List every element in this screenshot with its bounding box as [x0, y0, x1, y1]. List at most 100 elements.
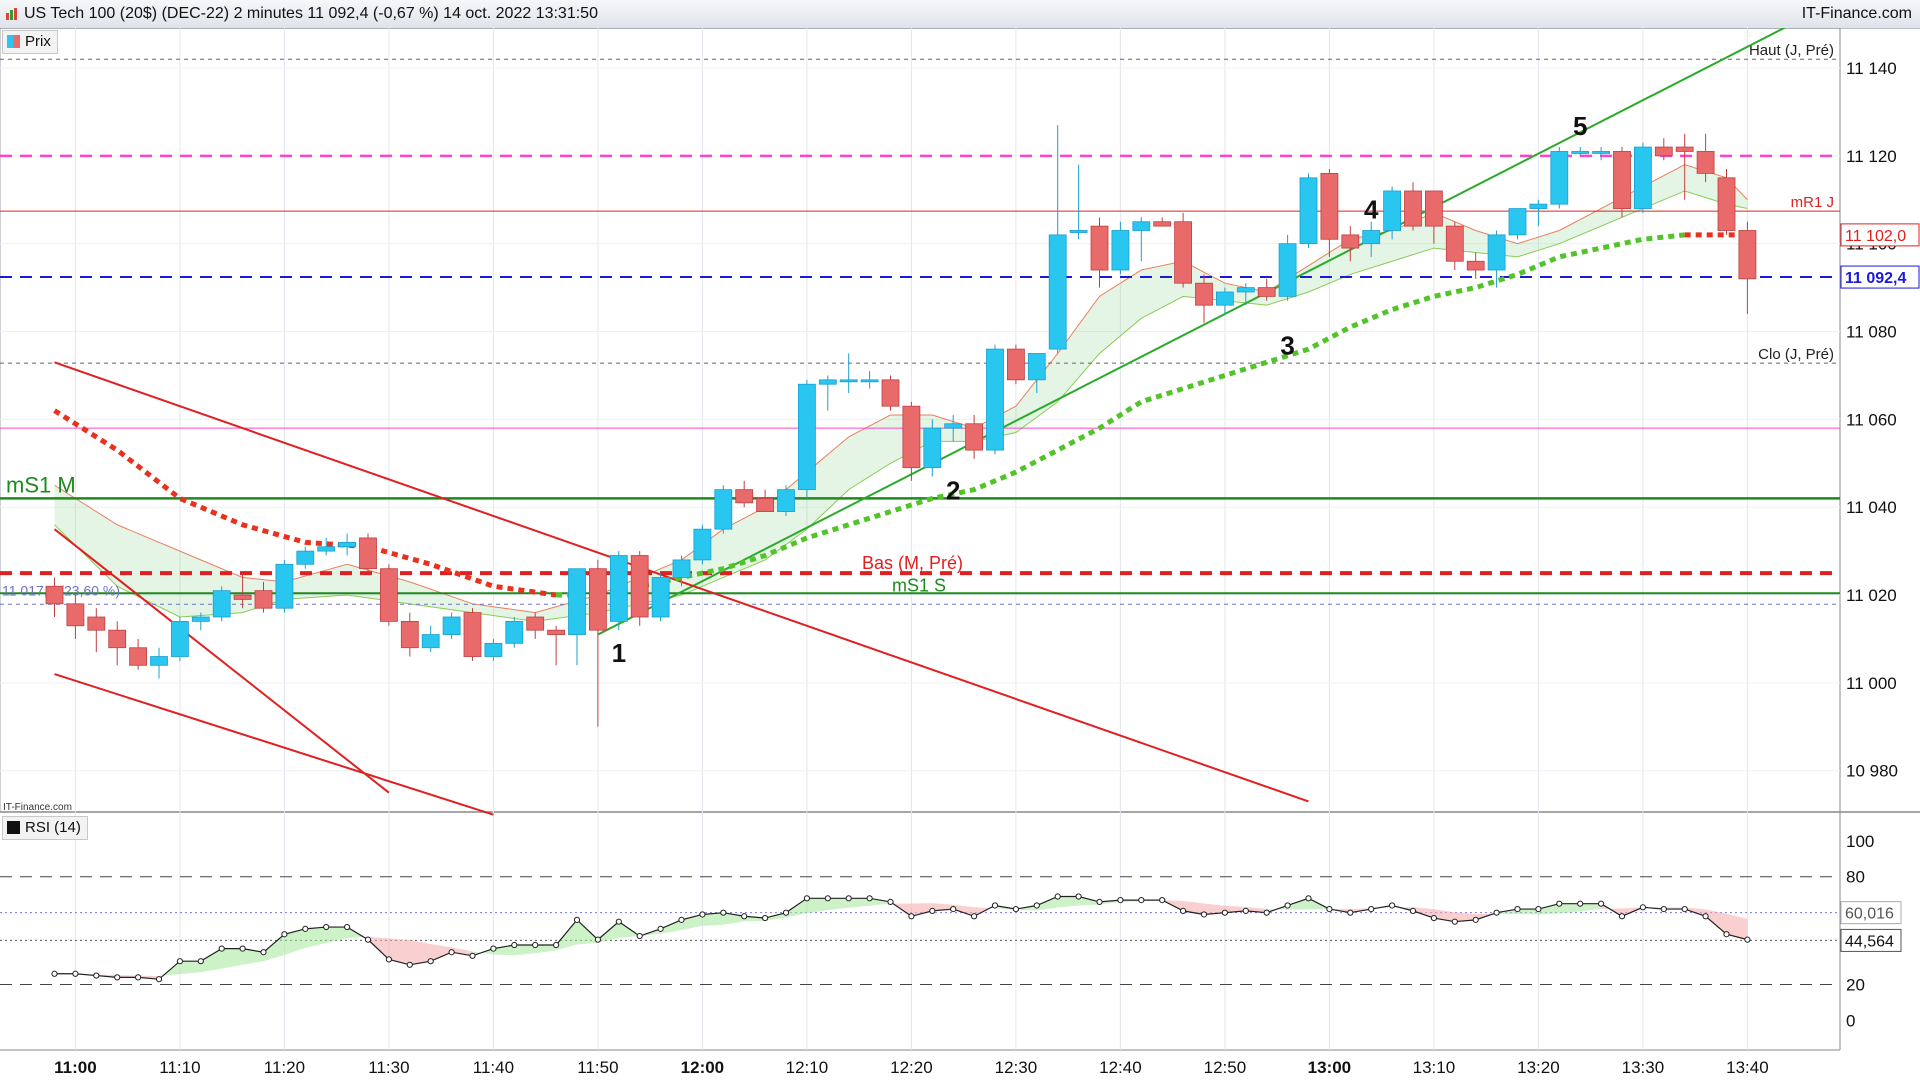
rsi-point — [1117, 897, 1124, 904]
rsi-point — [114, 974, 121, 981]
candle-body — [735, 489, 754, 504]
rsi-point — [135, 974, 142, 981]
rsi-point — [1389, 902, 1396, 909]
x-tick-label: 13:10 — [1413, 1058, 1456, 1077]
rsi-point — [657, 925, 664, 932]
rsi-point — [469, 952, 476, 959]
candle — [735, 480, 754, 508]
candle-body — [66, 603, 85, 627]
candle-body — [1153, 221, 1172, 227]
candle — [379, 564, 398, 626]
candle — [1153, 217, 1172, 227]
rsi-point — [887, 898, 894, 905]
rsi-point — [950, 905, 957, 913]
price-legend[interactable]: Prix — [2, 30, 58, 54]
x-tick-label: 11:30 — [368, 1058, 409, 1077]
rsi-point — [573, 916, 581, 923]
candle — [1466, 252, 1485, 279]
candle-body — [1320, 173, 1339, 240]
rsi-point — [1451, 918, 1458, 925]
candle — [1383, 186, 1401, 240]
x-tick-label: 12:40 — [1099, 1058, 1142, 1077]
rsi-point — [845, 895, 852, 902]
rsi-y-tick-label: 100 — [1846, 832, 1874, 851]
candle — [1696, 133, 1715, 183]
candle — [1090, 217, 1109, 288]
rsi-point — [1200, 911, 1208, 918]
candle-body — [1216, 291, 1234, 306]
candle — [191, 612, 210, 631]
candle-body — [798, 383, 816, 491]
clo-level-label: Clo (J, Pré) — [1758, 346, 1834, 363]
candle-body — [1257, 287, 1276, 297]
y-tick-label: 11 060 — [1846, 410, 1897, 429]
candle — [484, 638, 503, 661]
candle-body — [1132, 221, 1151, 231]
rsi-point — [636, 932, 643, 940]
price-label-value: 11 102,0 — [1845, 228, 1906, 245]
candle-body — [1571, 151, 1590, 154]
candle — [526, 612, 545, 639]
rsi-point — [1012, 905, 1020, 913]
rsi-point — [1744, 936, 1751, 943]
candle-body — [275, 563, 294, 609]
x-tick-label: 11:40 — [473, 1058, 514, 1077]
candle — [714, 485, 733, 534]
rsi-value-label: 44,564 — [1845, 933, 1894, 950]
candle — [777, 485, 795, 516]
candle — [87, 608, 106, 653]
rsi-shade — [1454, 912, 1476, 922]
candle-body — [1654, 146, 1673, 157]
rsi-point — [344, 923, 351, 931]
x-tick-label: 13:20 — [1517, 1058, 1560, 1077]
y-tick-label: 10 980 — [1846, 762, 1898, 781]
candle — [1508, 208, 1527, 240]
candle — [756, 489, 774, 512]
x-tick-label: 12:50 — [1204, 1058, 1247, 1077]
candle — [609, 551, 628, 631]
candle — [839, 353, 858, 394]
rsi-point — [93, 972, 100, 979]
y-tick-label: 11 000 — [1846, 674, 1897, 693]
rsi-shade — [1036, 896, 1058, 911]
candle — [547, 625, 565, 666]
chart-area[interactable]: Haut (J, Pré) mR1 J Clo (J, Pré) mS1 M Bas (… — [0, 28, 1920, 1080]
candle-body — [1550, 151, 1569, 205]
x-tick-label: 11:20 — [264, 1058, 305, 1077]
candle — [150, 647, 168, 679]
candle — [1048, 125, 1067, 354]
x-tick-label: 12:30 — [995, 1058, 1038, 1077]
band-upper-line — [54, 164, 1748, 614]
candle-body — [1466, 260, 1485, 271]
rsi-legend[interactable]: RSI (14) — [2, 816, 88, 840]
candle — [463, 608, 482, 661]
wave-label: 5 — [1573, 111, 1587, 141]
x-tick-label: 11:10 — [159, 1058, 200, 1077]
rsi-point — [1472, 916, 1479, 923]
candle-body — [1404, 190, 1422, 227]
candle-body — [1613, 151, 1631, 209]
rsi-shade — [744, 916, 766, 922]
candle — [421, 625, 440, 653]
candle — [233, 573, 252, 609]
candle — [45, 577, 64, 617]
rsi-point — [1284, 902, 1291, 909]
candle — [1404, 182, 1422, 231]
rsi-shade — [284, 928, 306, 956]
candle-body — [254, 590, 273, 609]
rsi-y-tick-label: 20 — [1846, 976, 1865, 995]
candle-body — [379, 568, 398, 622]
candle — [1529, 199, 1548, 227]
candle-body — [442, 616, 461, 635]
rsi-shade — [430, 943, 452, 962]
y-tick-label: 11 020 — [1846, 586, 1897, 605]
candle-body — [693, 528, 712, 561]
candle — [1216, 287, 1234, 314]
candle — [1069, 164, 1088, 240]
rsi-shade — [786, 898, 807, 918]
candle — [359, 533, 377, 574]
ma-long-green — [556, 232, 1685, 598]
rsi-point — [1075, 893, 1082, 900]
candle — [693, 524, 712, 565]
candle-body — [1675, 146, 1694, 152]
